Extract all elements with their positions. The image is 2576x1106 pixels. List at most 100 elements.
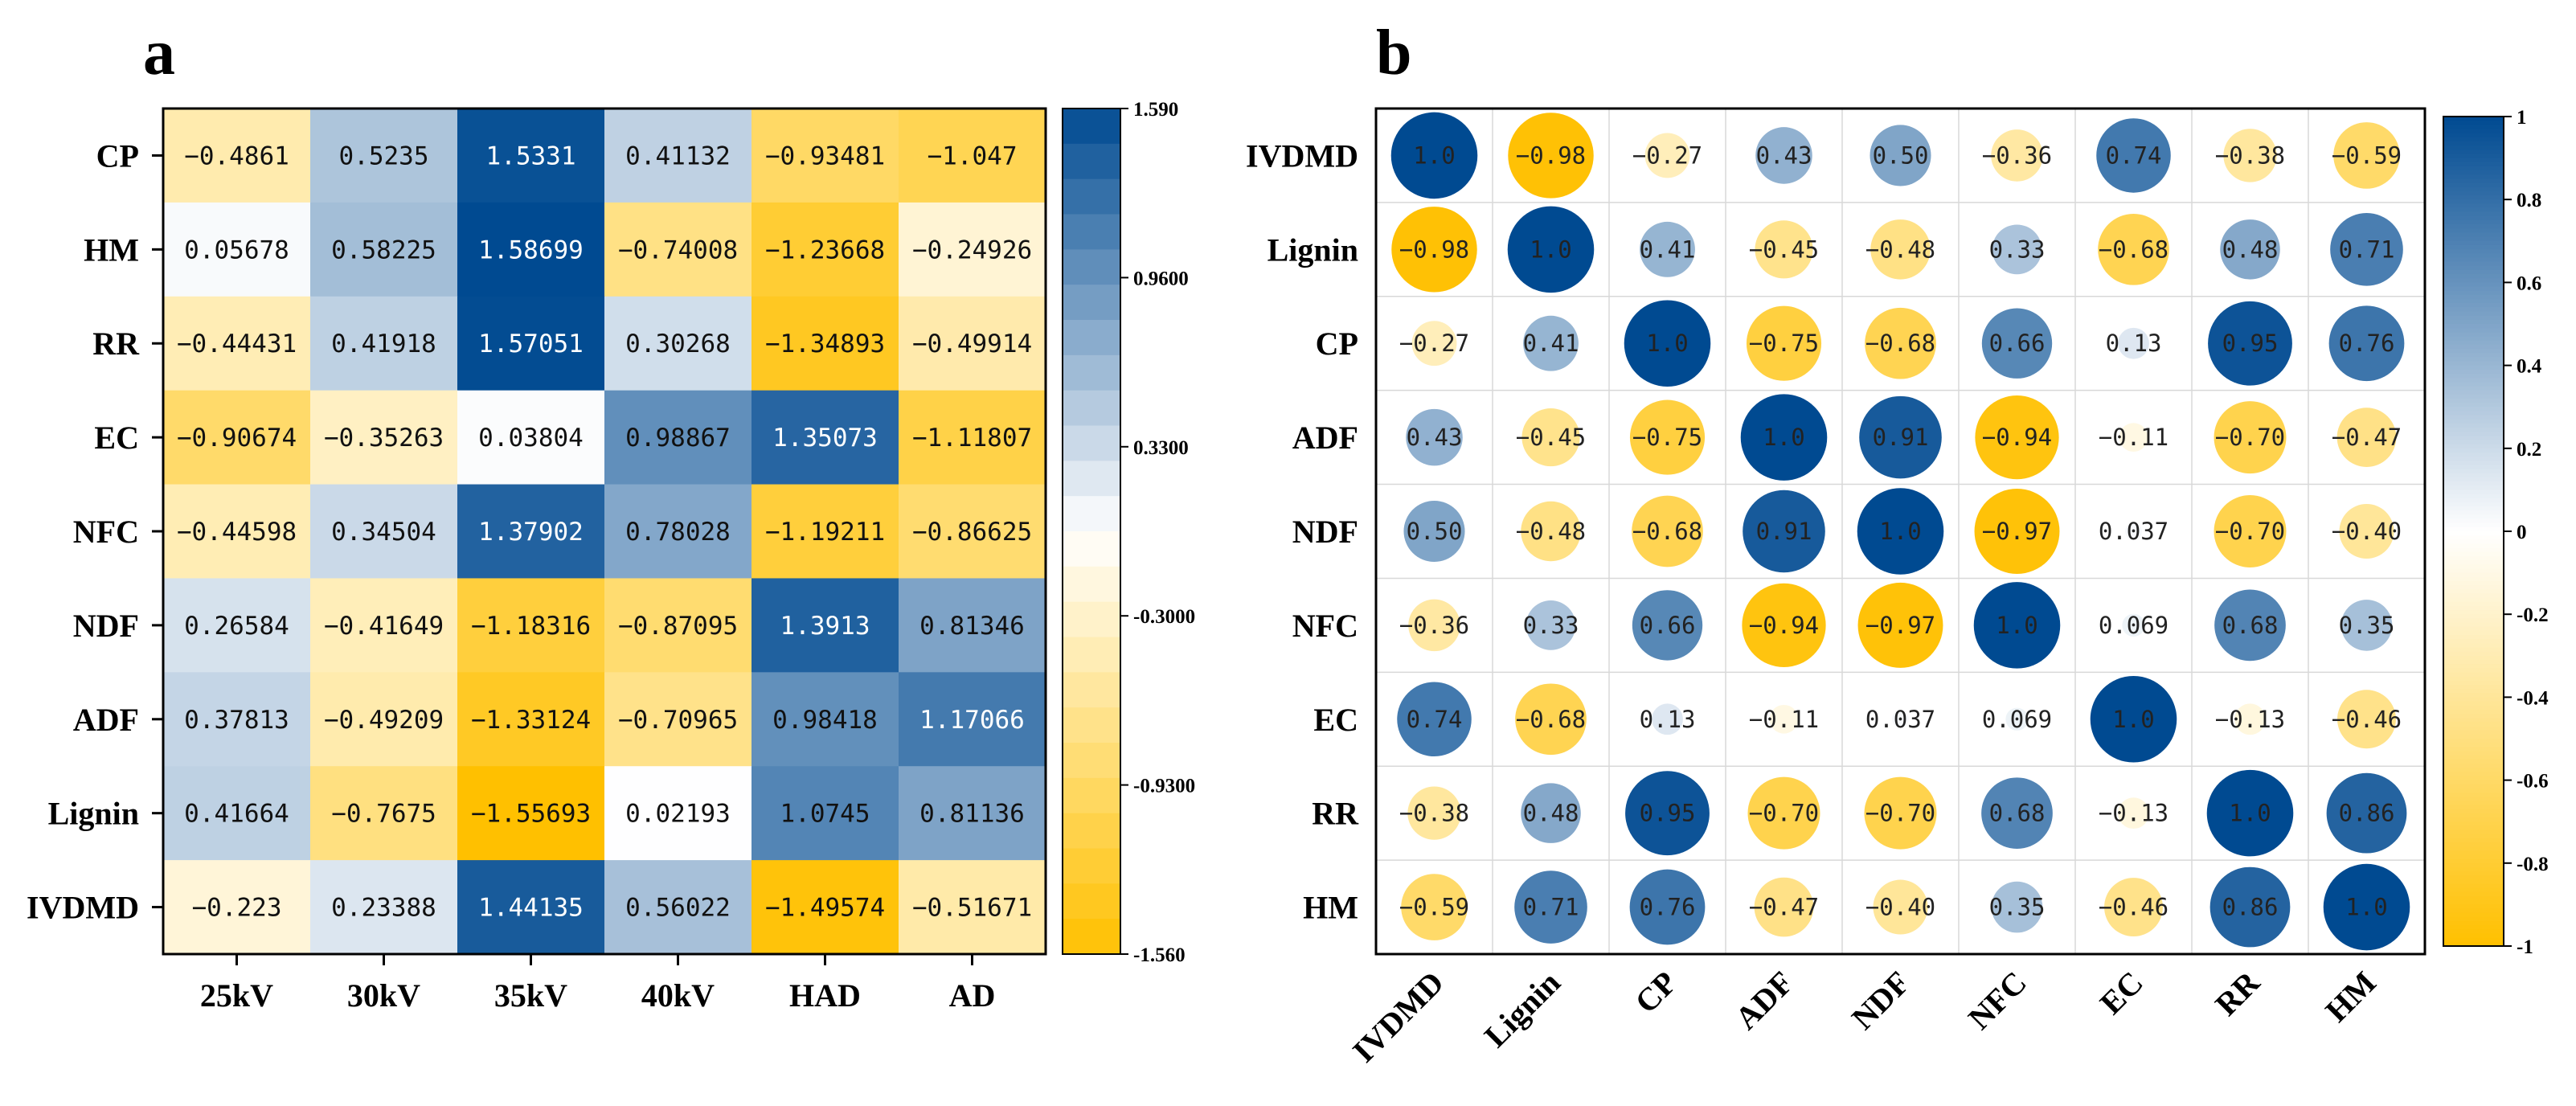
heatmap-value: 0.02193 [625, 800, 731, 829]
colorbar-step [2443, 423, 2504, 428]
colorbar-step [2443, 398, 2504, 403]
correlation-circle [2125, 522, 2142, 540]
colorbar-step [2443, 182, 2504, 188]
colorbar-step [2443, 498, 2504, 503]
row-label: IVDMD [27, 890, 139, 926]
correlation-panel: 1.0 −0.98 −0.27 0.43 0.50 −0.36 0.74 −0.38 −0.59… [1246, 107, 2549, 1069]
colorbar-step [2443, 780, 2504, 785]
colorbar-step [2443, 452, 2504, 457]
heatmap-cell [752, 672, 899, 767]
correlation-circle [2208, 301, 2292, 386]
colorbar-step [2443, 543, 2504, 549]
colorbar-step [2443, 299, 2504, 304]
correlation-circle [1521, 408, 1580, 467]
heatmap-value: 0.41664 [184, 800, 289, 829]
colorbar-step [2443, 518, 2504, 524]
colorbar-step [2443, 440, 2504, 445]
colorbar-step [2443, 203, 2504, 209]
colorbar-step [2443, 555, 2504, 561]
colorbar-label: -1.560 [1133, 944, 1186, 966]
heatmap-cell [310, 296, 458, 391]
heatmap-cell [163, 484, 311, 579]
colorbar-step [1063, 601, 1120, 638]
colorbar-step [2443, 207, 2504, 213]
correlation-value: 0.069 [1982, 706, 2052, 733]
colorbar-label: 0.8 [2517, 190, 2541, 211]
colorbar-step [2443, 921, 2504, 926]
colorbar-step [2443, 891, 2504, 897]
colorbar-step [2443, 220, 2504, 225]
heatmap-cell [457, 390, 605, 485]
correlation-circle [1975, 395, 2059, 480]
correlation-circle [2330, 213, 2403, 286]
heatmap-value: 0.98418 [772, 706, 878, 735]
colorbar-step [2443, 651, 2504, 657]
colorbar-step [2443, 726, 2504, 731]
heatmap-cell [604, 296, 752, 391]
colorbar-step [2443, 457, 2504, 461]
colorbar-step [2443, 394, 2504, 399]
colorbar-step [2443, 211, 2504, 217]
correlation-value: 0.33 [1523, 612, 1579, 639]
colorbar-step [2443, 772, 2504, 777]
heatmap-value: 0.78028 [625, 518, 731, 547]
correlation-circle [1742, 583, 1826, 668]
colorbar-step [2443, 589, 2504, 594]
heatmap-cell [310, 766, 458, 861]
heatmap-value: −0.49914 [912, 330, 1032, 358]
colorbar-step [2443, 639, 2504, 644]
row-label: RR [92, 326, 140, 362]
heatmap-value: 0.5235 [339, 141, 429, 170]
colorbar-step [2443, 125, 2504, 130]
heatmap-cell [457, 109, 605, 203]
heatmap-cell [752, 296, 899, 391]
colorbar-step [2443, 568, 2504, 574]
correlation-value: −0.70 [2215, 518, 2285, 545]
colorbar-step [2443, 373, 2504, 379]
correlation-value: 0.33 [1989, 236, 2046, 263]
correlation-circle [2209, 866, 2291, 948]
heatmap-value: 0.26584 [184, 612, 289, 641]
heatmap-value: 0.58225 [331, 236, 436, 264]
colorbar-step [1063, 883, 1120, 920]
correlation-value: 0.71 [1523, 894, 1579, 921]
correlation-circle [1892, 711, 1909, 728]
colorbar-step [2443, 635, 2504, 640]
heatmap-cell [457, 860, 605, 955]
colorbar-step [2443, 353, 2504, 358]
correlation-circle [1625, 771, 1710, 856]
colorbar-step [2443, 668, 2504, 674]
colorbar-step [2443, 916, 2504, 922]
correlation-value: 0.35 [1989, 894, 2046, 921]
colorbar-step [2443, 784, 2504, 789]
correlation-circle [1740, 394, 1828, 481]
correlation-value: 1.0 [1530, 236, 1571, 263]
colorbar-step [2443, 850, 2504, 856]
correlation-circle [2220, 219, 2280, 280]
colorbar-step [2443, 854, 2504, 860]
colorbar-step [2443, 224, 2504, 229]
colorbar-step [2443, 601, 2504, 607]
colorbar-step [2443, 244, 2504, 250]
colorbar-step [2443, 228, 2504, 234]
colorbar-step [1063, 848, 1120, 884]
colorbar-step [1063, 354, 1120, 391]
heatmap-cell [457, 484, 605, 579]
colorbar-step [2443, 407, 2504, 412]
correlation-circle [1870, 219, 1931, 280]
correlation-circle [1864, 776, 1937, 850]
correlation-circle [1769, 704, 1799, 734]
heatmap-value: −1.18316 [471, 612, 591, 641]
correlation-circle [1973, 582, 2061, 669]
heatmap-value: 1.35073 [772, 424, 878, 453]
correlation-value: −0.38 [2215, 141, 2285, 169]
heatmap-value: −1.047 [928, 141, 1018, 170]
correlation-value: 0.91 [1873, 424, 1929, 451]
colorbar-step [2443, 585, 2504, 590]
colorbar-step [2443, 664, 2504, 669]
correlation-circle [2323, 863, 2410, 951]
colorbar-step [1063, 919, 1120, 955]
correlation-value: −0.47 [2332, 424, 2402, 451]
colorbar-label: -0.2 [2517, 604, 2549, 626]
correlation-circle [2122, 613, 2145, 637]
